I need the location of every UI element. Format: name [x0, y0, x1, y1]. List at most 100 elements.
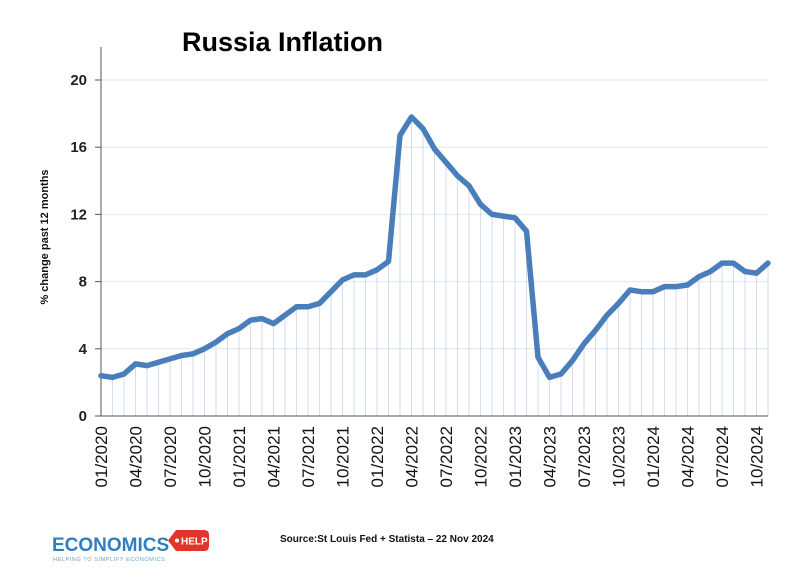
data-point: [686, 283, 689, 287]
economics-help-logo: ECONOMICS HELP HELPING TO SIMPLIFY ECONO…: [52, 530, 209, 563]
data-point: [168, 357, 172, 361]
data-point: [375, 268, 379, 272]
y-tick-label: 8: [79, 274, 87, 291]
data-point: [318, 301, 321, 305]
x-tick-label: 10/2020: [196, 426, 215, 487]
x-tick-label: 07/2022: [437, 426, 456, 487]
data-point: [214, 340, 218, 344]
data-point: [398, 133, 402, 137]
y-axis-ticks: 0 4 8 12 16 20: [70, 72, 101, 425]
data-point: [697, 275, 701, 279]
data-point: [571, 359, 574, 363]
x-tick-label: 04/2020: [127, 426, 146, 487]
x-tick-label: 07/2020: [161, 426, 180, 487]
y-tick-label: 4: [79, 341, 88, 358]
data-point: [513, 216, 517, 220]
data-point: [651, 290, 655, 294]
y-tick-label: 0: [79, 408, 87, 425]
y-tick-label: 12: [70, 206, 87, 223]
data-point: [226, 332, 229, 336]
data-point: [433, 147, 436, 151]
data-point: [467, 184, 471, 188]
data-point: [732, 261, 735, 265]
data-point: [674, 285, 678, 289]
x-tick-label: 07/2021: [299, 426, 318, 487]
data-point: [122, 372, 126, 376]
data-point: [663, 285, 666, 289]
logo-word: ECONOMICS: [52, 535, 169, 556]
y-tick-label: 16: [70, 139, 87, 156]
data-point: [387, 259, 390, 263]
x-tick-label: 10/2024: [748, 426, 767, 487]
data-point: [525, 229, 528, 233]
data-point: [191, 352, 195, 356]
data-point: [237, 327, 241, 331]
logo-tagline: HELPING TO SIMPLIFY ECONOMICS: [53, 557, 165, 563]
data-point: [628, 288, 632, 292]
x-tick-label: 10/2023: [610, 426, 629, 487]
data-point: [329, 290, 333, 294]
x-tick-label: 01/2020: [92, 426, 111, 487]
x-tick-label: 01/2022: [368, 426, 387, 487]
data-point: [548, 375, 551, 379]
x-tick-label: 04/2021: [265, 426, 284, 487]
data-point: [709, 270, 712, 274]
data-point: [456, 174, 459, 178]
data-point: [260, 317, 264, 321]
x-tick-label: 07/2023: [575, 426, 594, 487]
logo-badge-text: HELP: [181, 537, 208, 548]
x-tick-label: 10/2021: [334, 426, 353, 487]
data-point: [617, 301, 620, 305]
data-point: [272, 322, 275, 326]
data-point: [341, 278, 344, 282]
data-point: [605, 313, 609, 317]
x-tick-label: 01/2023: [506, 426, 525, 487]
vertical-hatch-lines: [100, 116, 769, 416]
data-point: [111, 375, 114, 379]
data-point: [421, 127, 425, 131]
data-point: [559, 372, 563, 376]
data-point: [364, 273, 367, 277]
data-point: [203, 347, 206, 351]
data-point: [536, 355, 540, 359]
data-point: [295, 305, 298, 309]
data-point: [490, 212, 494, 216]
data-point: [249, 318, 252, 322]
data-point: [444, 160, 448, 164]
data-point: [352, 273, 356, 277]
x-tick-label: 07/2024: [713, 426, 732, 487]
x-tick-label: 01/2021: [230, 426, 249, 487]
data-point: [502, 214, 505, 218]
data-point: [145, 364, 149, 368]
data-series: [98, 114, 771, 381]
data-point: [479, 202, 482, 206]
chart-title: Russia Inflation: [182, 27, 383, 57]
x-tick-label: 10/2022: [472, 426, 491, 487]
x-tick-label: 01/2024: [644, 426, 663, 487]
data-point: [157, 360, 160, 364]
data-point: [640, 290, 643, 294]
y-axis-label: % change past 12 months: [39, 169, 51, 304]
data-point: [306, 305, 310, 309]
x-tick-label: 04/2024: [679, 426, 698, 487]
data-point: [594, 328, 597, 332]
logo-badge-dot: [175, 538, 179, 543]
data-point: [99, 374, 103, 378]
data-point: [180, 354, 183, 358]
logo-badge-shape: [168, 530, 209, 551]
data-point: [134, 362, 137, 366]
source-note: Source:St Louis Fed + Statista – 22 Nov …: [280, 534, 494, 545]
x-tick-label: 04/2023: [541, 426, 560, 487]
data-point: [743, 270, 747, 274]
axes: [100, 47, 768, 417]
data-point: [755, 271, 758, 275]
x-axis-ticks: 01/2020 04/2020 07/2020 10/2020 01/2021 04/20…: [92, 426, 767, 487]
data-point: [410, 115, 413, 119]
data-point: [582, 342, 586, 346]
y-tick-label: 20: [70, 72, 87, 89]
x-tick-label: 04/2022: [403, 426, 422, 487]
data-point: [766, 261, 770, 265]
data-point: [720, 261, 724, 265]
data-point: [283, 313, 287, 317]
